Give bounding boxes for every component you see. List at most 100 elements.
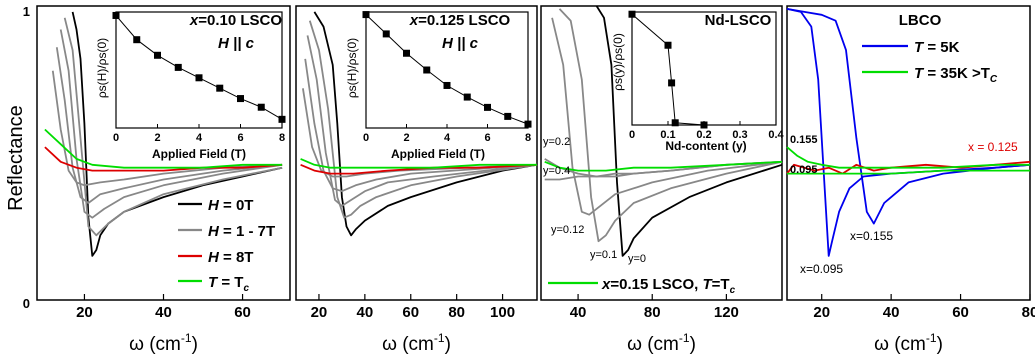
series-line-a-1 [63,17,283,237]
inset-c-marker-2 [668,79,676,87]
panel-b-inset: x=0.125 LSCO H || c Applied Field (T) ρs… [345,12,511,161]
xlabel-c-text: ω (cm [627,334,679,355]
series-line-a-6 [44,128,283,169]
series-line-d-0 [786,8,1031,257]
panel-c-curve-labels: y=0.2 y=0.4 y=0.12 y=0.1 y=0 [543,136,646,265]
xlabel-d-close: ) [937,334,943,355]
svg-text:H || c: H || c [218,35,255,52]
svg-text:x=0.10 LSCO: x=0.10 LSCO [189,12,282,29]
inset-b-ylabel: ρs(H)/ρs(0) [345,38,359,98]
panel-d-title: LBCO [899,12,942,29]
curve-label-x0095: x=0.095 [800,262,843,276]
svg-text:T = 5K: T = 5K [914,39,960,56]
inset-b-marker-6 [484,103,491,111]
figure-ylabel: Reflectance [5,105,27,211]
curve-label-y02: y=0.2 [543,136,570,148]
inset-b-plot: 0 2 4 6 8 [362,11,532,144]
panel-b-series [300,11,538,237]
svg-text:H = 8T: H = 8T [208,249,253,266]
panel-a-legend: H = 0T H = 1 - 7T H = 8T T = Tc [178,197,275,294]
inset-b-xtick-label-4: 8 [525,132,531,144]
xtick-label-b-0: 20 [311,304,328,321]
legend-h17-label: = 1 - 7T [219,223,275,240]
xtick-label-c-1: 80 [644,304,661,321]
inset-c-plot: 0 0.1 0.2 0.3 0.4 [628,10,785,141]
xtick-label-a-0: 20 [76,304,93,321]
inset-a-marker-0 [112,11,120,19]
series-line-a-4 [51,70,283,187]
inset-a-xtick-label-4: 8 [279,132,285,144]
inset-b-marker-4 [443,81,451,89]
series-line-c-0 [595,5,783,257]
inset-c-xtick-label-4: 0.4 [768,129,784,141]
inset-a-subtitle: || c [229,35,255,52]
inset-c-marker-3 [671,119,679,127]
legend-h0-symbol: H [208,197,220,214]
panel-d-lbco: LBCO T = 5K T = 35K >TC 0.155 0.095 x = … [786,5,1035,321]
series-line-d-2 [786,160,1031,175]
xtick-label-a-2: 60 [234,304,251,321]
series-line-a-0 [71,11,283,257]
inset-b-title: =0.125 LSCO [418,12,510,29]
inset-c-marker-1 [664,41,672,49]
inset-c-xlabel: Nd-content (y) [665,139,746,153]
svg-text:H = 1 - 7T: H = 1 - 7T [208,223,275,240]
inset-b-xtick-label-1: 2 [403,132,409,144]
inset-a-marker-5 [216,84,224,92]
inset-b-marker-1 [382,30,390,38]
svg-text:H || c: H || c [442,35,479,52]
inset-c-ylabel: ρs(y)/ρs(0) [611,33,625,91]
legend-5k-label: = 5K [923,39,959,56]
inset-a-xlabel: Applied Field (T) [152,147,246,161]
legend-h8-symbol: H [208,249,220,266]
svg-text:H = 0T: H = 0T [208,197,253,214]
inset-b-xtick-label-2: 4 [444,132,451,144]
inset-b-marker-3 [423,66,431,74]
xlabel-c-exp: -1 [679,331,690,345]
xlabel-b-text: ω (cm [382,334,434,355]
inset-a-marker-2 [154,51,161,59]
inset-a-xtick-label-0: 0 [113,132,119,144]
xlabel-c-close: ) [690,334,696,355]
panel-d-legend: T = 5K T = 35K >TC [862,39,998,85]
legend-x015-eq: =T [712,276,730,293]
svg-text:T = 35K >TC: T = 35K >TC [914,65,998,85]
curve-label-y01: y=0.1 [590,249,617,261]
inset-c-marker-0 [628,10,636,18]
legend-x015-label: =0.15 LSCO, [610,276,702,293]
xlabel-b-exp: -1 [434,331,445,345]
xlabel-a: ω (cm-1) [129,331,198,355]
series-line-b-5 [300,163,538,175]
inset-c-xtick-label-0: 0 [629,129,635,141]
inset-a-plot: 0 2 4 6 8 [112,11,286,144]
xtick-label-b-1: 40 [357,304,374,321]
inset-c-title: Nd-LSCO [705,12,772,29]
x-axis-labels: ω (cm-1) ω (cm-1) ω (cm-1) ω (cm-1) [129,331,943,355]
series-line-c-5 [544,160,783,172]
svg-text:x=0.125 LSCO: x=0.125 LSCO [409,12,511,29]
legend-h0-label: = 0T [219,197,254,214]
xlabel-a-close: ) [192,334,198,355]
series-line-a-3 [55,47,283,204]
inset-b-marker-5 [463,93,471,101]
inset-b-subtitle: || c [453,35,479,52]
panel-c-frame [540,5,783,301]
curve-label-x0125: x = 0.125 [968,140,1018,154]
xtick-label-d-1: 40 [883,304,900,321]
inset-a-subtitle-h: H [218,35,230,52]
inset-c-frame [631,11,777,126]
xlabel-b: ω (cm-1) [382,331,451,355]
inset-a-marker-3 [174,63,182,71]
series-line-d-4 [787,169,1030,175]
legend-tc-symbol: T [208,274,219,291]
series-line-d-1 [786,8,1031,225]
series-line-c-2 [551,17,783,216]
legend-tc-sub: c [243,283,249,294]
series-line-c-4 [544,160,783,181]
inset-b-xtick-label-0: 0 [363,132,369,144]
panel-b-frame [295,5,538,301]
curve-label-y04: y=0.4 [543,165,570,177]
xtick-label-c-0: 40 [570,304,587,321]
legend-h8-label: = 8T [219,249,254,266]
